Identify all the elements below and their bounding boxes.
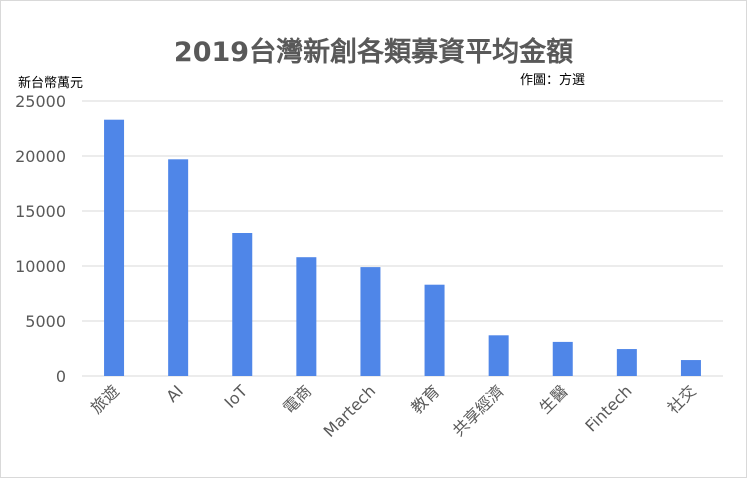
- y-tick-label: 0: [56, 367, 66, 386]
- y-axis-ticks: 0 5000 10000 15000 20000 25000: [15, 92, 66, 386]
- bar-3: [296, 257, 317, 376]
- chart-title: 2019台灣新創各類募資平均金額: [173, 37, 574, 68]
- bar-6: [488, 335, 509, 376]
- x-category-label: 共享經濟: [449, 381, 508, 440]
- unit-label: 新台幣萬元: [18, 76, 84, 91]
- x-axis-categories: 旅遊 AI IoT 電商 Martech 教育 共享經濟 生醫 Fintech 社交: [87, 381, 700, 441]
- bar-4: [360, 267, 381, 376]
- y-tick-label: 25000: [15, 92, 66, 111]
- bar-1: [168, 159, 189, 376]
- bar-9: [680, 360, 701, 376]
- y-tick-label: 20000: [15, 147, 66, 166]
- bar-2: [232, 233, 253, 376]
- bar-7: [552, 341, 573, 376]
- x-category-label: 社交: [664, 381, 700, 417]
- x-category-label: Fintech: [581, 381, 635, 435]
- y-tick-label: 10000: [15, 257, 66, 276]
- x-category-label: 旅遊: [87, 381, 123, 417]
- gridlines: [82, 100, 723, 377]
- bar-0: [104, 119, 125, 376]
- y-tick-label: 15000: [15, 202, 66, 221]
- x-category-label: 電商: [279, 381, 315, 417]
- bar-8: [616, 349, 637, 376]
- x-category-label: 生醫: [536, 381, 572, 417]
- bar-5: [424, 284, 445, 376]
- y-tick-label: 5000: [25, 312, 66, 331]
- bars: [104, 119, 701, 376]
- x-category-label: 教育: [407, 381, 443, 417]
- credit-label: 作圖：方選: [520, 73, 586, 88]
- x-category-label: AI: [162, 381, 187, 406]
- x-category-label: Martech: [320, 381, 380, 441]
- x-category-label: IoT: [220, 381, 251, 412]
